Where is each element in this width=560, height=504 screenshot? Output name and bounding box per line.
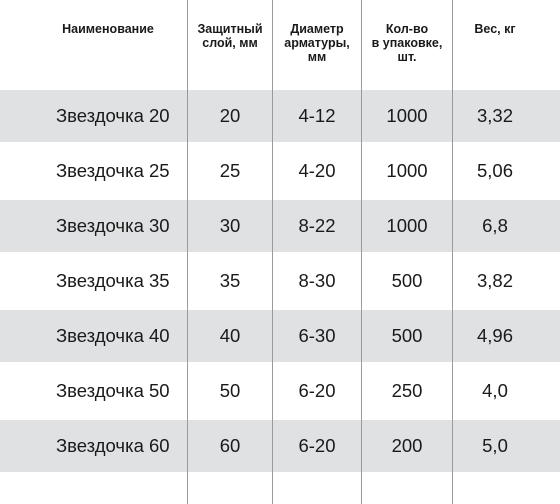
table-header: Наименование Защитный слой, мм Диаметр а…: [0, 0, 560, 90]
row-rebar-diameter: 6-30: [298, 325, 336, 346]
column-divider: [361, 0, 362, 504]
row-rebar-diameter: 6-20: [298, 435, 336, 456]
table-row: Звездочка 30 30 8-22 1000 6,8: [0, 200, 560, 252]
row-rebar-diameter: 4-20: [298, 160, 336, 181]
row-pack-quantity: 500: [391, 325, 423, 346]
header-protective-layer: Защитный слой, мм: [197, 22, 263, 50]
column-divider: [187, 0, 188, 504]
table-row: Звездочка 20 20 4-12 1000 3,32: [0, 90, 560, 142]
row-pack-quantity: 250: [391, 380, 423, 401]
column-divider: [452, 0, 453, 504]
table-row: Звездочка 60 60 6-20 200 5,0: [0, 420, 560, 472]
row-protective-layer: 25: [219, 160, 241, 181]
row-weight: 4,96: [476, 325, 513, 346]
row-protective-layer: 30: [219, 215, 241, 236]
row-name: Звездочка 20: [56, 105, 170, 126]
row-name: Звездочка 60: [56, 435, 170, 456]
header-weight: Вес, кг: [474, 22, 516, 36]
header-pack-quantity: Кол-во в упаковке, шт.: [371, 22, 443, 64]
row-name: Звездочка 50: [56, 380, 170, 401]
row-protective-layer: 60: [219, 435, 241, 456]
header-rebar-diameter: Диаметр арматуры, мм: [284, 22, 350, 64]
row-pack-quantity: 200: [391, 435, 423, 456]
row-pack-quantity: 1000: [386, 215, 428, 236]
row-rebar-diameter: 6-20: [298, 380, 336, 401]
header-name: Наименование: [62, 22, 154, 36]
row-weight: 5,0: [482, 435, 508, 456]
row-pack-quantity: 500: [391, 270, 423, 291]
row-pack-quantity: 1000: [386, 160, 428, 181]
row-protective-layer: 40: [219, 325, 241, 346]
row-protective-layer: 50: [219, 380, 241, 401]
column-divider: [272, 0, 273, 504]
row-weight: 3,32: [476, 105, 513, 126]
row-weight: 6,8: [482, 215, 508, 236]
row-rebar-diameter: 8-30: [298, 270, 336, 291]
table-row: Звездочка 25 25 4-20 1000 5,06: [0, 145, 560, 197]
row-weight: 5,06: [476, 160, 513, 181]
row-protective-layer: 35: [219, 270, 241, 291]
row-rebar-diameter: 4-12: [298, 105, 336, 126]
row-name: Звездочка 35: [56, 270, 170, 291]
row-protective-layer: 20: [219, 105, 241, 126]
row-name: Звездочка 30: [56, 215, 170, 236]
row-rebar-diameter: 8-22: [298, 215, 336, 236]
table-row: Звездочка 40 40 6-30 500 4,96: [0, 310, 560, 362]
row-name: Звездочка 40: [56, 325, 170, 346]
row-weight: 3,82: [476, 270, 513, 291]
row-weight: 4,0: [482, 380, 508, 401]
table-row: Звездочка 50 50 6-20 250 4,0: [0, 365, 560, 417]
row-name: Звездочка 25: [56, 160, 170, 181]
table-row: Звездочка 35 35 8-30 500 3,82: [0, 255, 560, 307]
row-pack-quantity: 1000: [386, 105, 428, 126]
